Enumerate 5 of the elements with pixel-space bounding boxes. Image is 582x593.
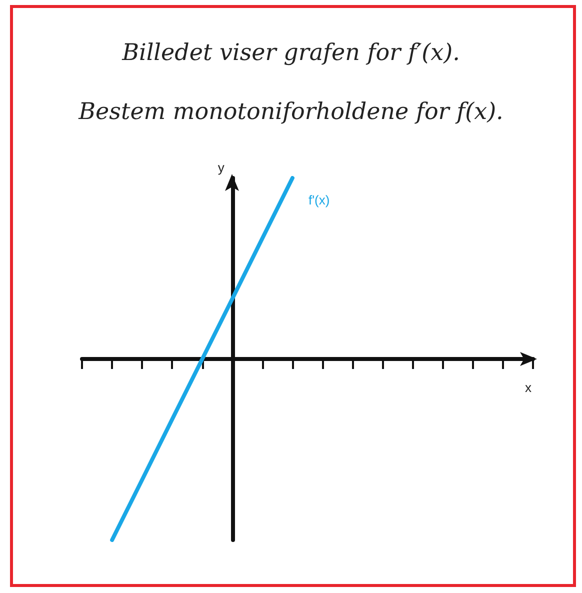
series-label: f'(x) (308, 192, 330, 208)
y-axis-title: y (218, 160, 225, 175)
chart-subtitle: Bestem monotoniforholdene for f(x). (77, 99, 504, 125)
x-axis-title: x (525, 380, 532, 395)
chart-title: Billedet viser grafen for f′(x). (120, 40, 461, 66)
